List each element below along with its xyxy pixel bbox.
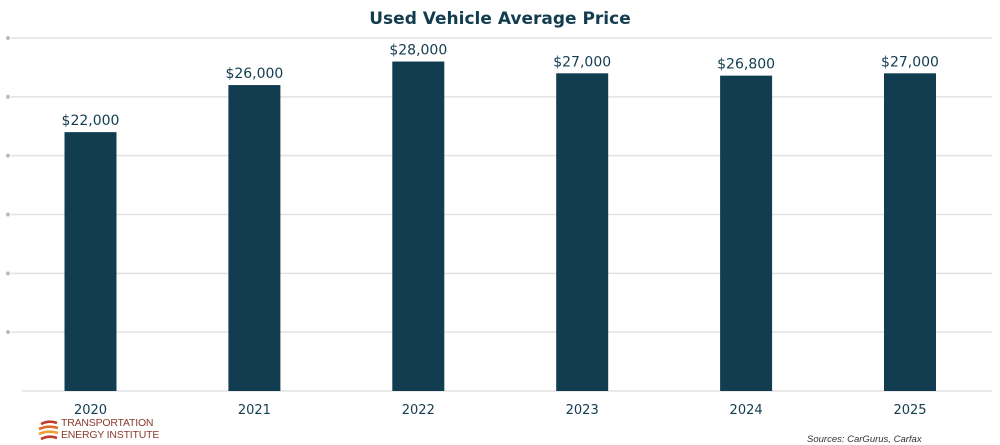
chart-title: Used Vehicle Average Price [369,9,631,29]
tei-logo: TRANSPORTATION ENERGY INSTITUTE [37,417,177,444]
bar-2023 [556,73,609,392]
y-axis-dot [6,36,10,40]
data-labels: $22,000 $26,000 $28,000 $27,000 $26,800 $27,0… [62,43,939,130]
data-label: $26,800 [717,57,775,73]
bar-2021 [228,85,281,392]
y-axis-dot [6,271,10,276]
x-tick-label: 2020 [74,403,107,418]
logo-line-2: ENERGY INSTITUTE [61,428,160,441]
data-label: $27,000 [881,54,939,70]
data-label: $28,000 [389,43,447,59]
y-axis-dot [6,330,10,335]
bar-2024 [720,75,773,392]
data-label: $27,000 [553,54,611,70]
logo-swirl-icon [38,420,59,441]
x-tick-label: 2025 [893,403,926,418]
bar-2020 [64,132,117,391]
x-tick-label: 2023 [566,403,599,418]
bars [64,61,936,392]
logo-line-1: TRANSPORTATION [61,417,154,429]
x-tick-label: 2022 [402,403,435,418]
bar-2025 [884,73,936,392]
data-label: $22,000 [62,113,120,129]
bar-2022 [392,61,445,392]
y-axis-dot [6,153,10,158]
x-axis-ticks: 2020 2021 2022 2023 2024 2025 [74,403,927,418]
y-axis-dot [6,94,10,99]
data-label: $26,000 [225,66,283,82]
x-tick-label: 2024 [730,403,763,418]
x-tick-label: 2021 [238,403,271,418]
source-note: Sources: CarGurus, Carfax [807,434,922,445]
y-axis-dot [6,212,10,217]
gridlines [6,36,992,392]
logo-text: TRANSPORTATION ENERGY INSTITUTE [61,417,160,441]
